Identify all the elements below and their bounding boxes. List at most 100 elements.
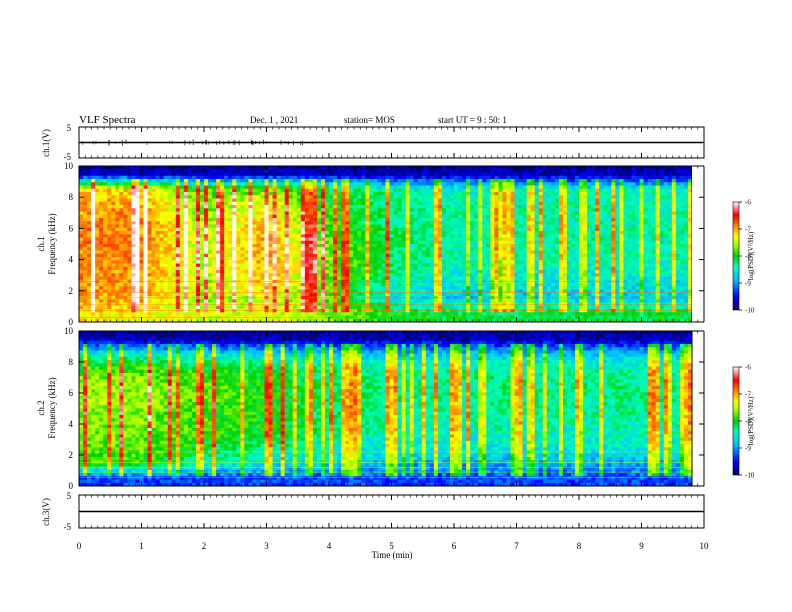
spectrogram-cell xyxy=(264,192,269,196)
spectrogram-cell xyxy=(454,283,459,287)
spectrogram-cell xyxy=(87,237,92,242)
spectrogram-cell xyxy=(433,263,439,268)
spectrogram-cell xyxy=(325,175,330,180)
spectrogram-cell xyxy=(95,244,100,248)
spectrogram-cell xyxy=(316,166,322,170)
spectrogram-cell xyxy=(296,231,302,235)
spectrogram-cell xyxy=(462,286,467,290)
spectrogram-cell xyxy=(155,198,161,203)
spectrogram-cell xyxy=(308,221,314,225)
spectrogram-cell xyxy=(183,224,189,229)
spectrogram-cell xyxy=(308,289,314,294)
spectrogram-cell xyxy=(300,188,306,193)
spectrogram-cell xyxy=(107,309,112,313)
spectrogram-cell xyxy=(163,221,169,225)
spectrogram-cell xyxy=(433,257,439,261)
spectrogram-cell xyxy=(437,227,443,232)
spectrogram-cell xyxy=(312,192,318,196)
spectrogram-cell xyxy=(119,247,124,251)
spectrogram-cell xyxy=(341,260,346,264)
spectrogram-cell xyxy=(208,172,213,177)
spectrogram-cell xyxy=(115,276,120,281)
spectrogram-cell xyxy=(143,214,148,219)
spectrogram-cell xyxy=(232,192,237,196)
spectrogram-cell xyxy=(256,188,261,193)
spectrogram-cell xyxy=(224,266,229,271)
spectrogram-cell xyxy=(308,318,314,323)
spectrogram-cell xyxy=(111,257,116,261)
spectrogram-cell xyxy=(474,240,479,245)
spectrogram-cell xyxy=(292,214,298,219)
spectrogram-cell xyxy=(83,201,88,206)
spectrogram-cell xyxy=(441,266,447,271)
spectrogram-cell xyxy=(433,292,439,297)
spectrogram-cell xyxy=(413,312,419,316)
spectrogram-cell xyxy=(316,273,322,277)
spectrogram-cell xyxy=(421,283,427,287)
spectrogram-cell xyxy=(240,270,245,274)
spectrogram-cell xyxy=(99,169,104,173)
spectrogram-cell xyxy=(333,185,338,190)
spectrogram-cell xyxy=(99,276,104,281)
spectrogram-cell xyxy=(333,299,338,303)
spectrogram-cell xyxy=(256,266,261,271)
spectrogram-cell xyxy=(296,286,302,290)
spectrogram-cell xyxy=(296,214,302,219)
spectrogram-cell xyxy=(397,318,402,323)
spectrogram-cell xyxy=(163,218,169,222)
spectrogram-cell xyxy=(405,205,411,209)
spectrogram-cell xyxy=(276,205,281,209)
spectrogram-cell xyxy=(123,266,128,271)
spectrogram-cell xyxy=(405,299,411,303)
spectrogram-cell xyxy=(288,198,294,203)
spectrogram-cell xyxy=(381,257,386,261)
spectrogram-cell xyxy=(470,169,475,173)
spectrogram-cell xyxy=(300,247,306,251)
spectrogram-cell xyxy=(103,218,108,222)
spectrogram-cell xyxy=(79,221,84,225)
spectrogram-cell xyxy=(236,286,241,290)
spectrogram-cell xyxy=(139,244,144,248)
spectrogram-cell xyxy=(470,201,475,206)
spectrogram-cell xyxy=(127,305,132,310)
spectrogram-cell xyxy=(357,312,362,316)
spectrogram-cell xyxy=(304,214,310,219)
spectrogram-cell xyxy=(99,240,104,245)
spectrogram-cell xyxy=(216,218,221,222)
spectrogram-cell xyxy=(397,201,402,206)
spectrogram-cell xyxy=(466,211,471,216)
spectrogram-cell xyxy=(304,211,310,216)
spectrogram-cell xyxy=(329,240,334,245)
spectrogram-cell xyxy=(276,247,281,251)
spectrogram-cell xyxy=(187,195,193,199)
spectrogram-cell xyxy=(433,244,439,248)
spectrogram-cell xyxy=(312,299,318,303)
spectrogram-cell xyxy=(252,169,257,173)
spectrogram-cell xyxy=(204,231,209,235)
spectrogram-cell xyxy=(349,253,354,258)
spectrogram-cell xyxy=(421,227,427,232)
spectrogram-cell xyxy=(441,240,447,245)
spectrogram-cell xyxy=(280,227,286,232)
spectrogram-cell xyxy=(308,192,314,196)
spectrogram-cell xyxy=(341,237,346,242)
spectrogram-cell xyxy=(470,224,475,229)
spectrogram-cell xyxy=(232,257,237,261)
spectrogram-cell xyxy=(244,289,249,294)
spectrogram-cell xyxy=(349,214,354,219)
spectrogram-cell xyxy=(187,179,193,183)
spectrogram-cell xyxy=(143,270,148,274)
spectrogram-cell xyxy=(409,195,415,199)
spectrogram-cell xyxy=(87,221,92,225)
spectrogram-cell xyxy=(264,227,269,232)
spectrogram-cell xyxy=(329,179,334,183)
spectrogram-cell xyxy=(333,198,338,203)
spectrogram-cell xyxy=(296,224,302,229)
spectrogram-cell xyxy=(316,221,322,225)
spectrogram-cell xyxy=(300,208,306,212)
spectrogram-cell xyxy=(143,286,148,290)
spectrogram-cell xyxy=(429,312,435,316)
spectrogram-cell xyxy=(119,273,124,277)
spectrogram-cell xyxy=(143,201,148,206)
spectrogram-cell xyxy=(316,169,322,173)
